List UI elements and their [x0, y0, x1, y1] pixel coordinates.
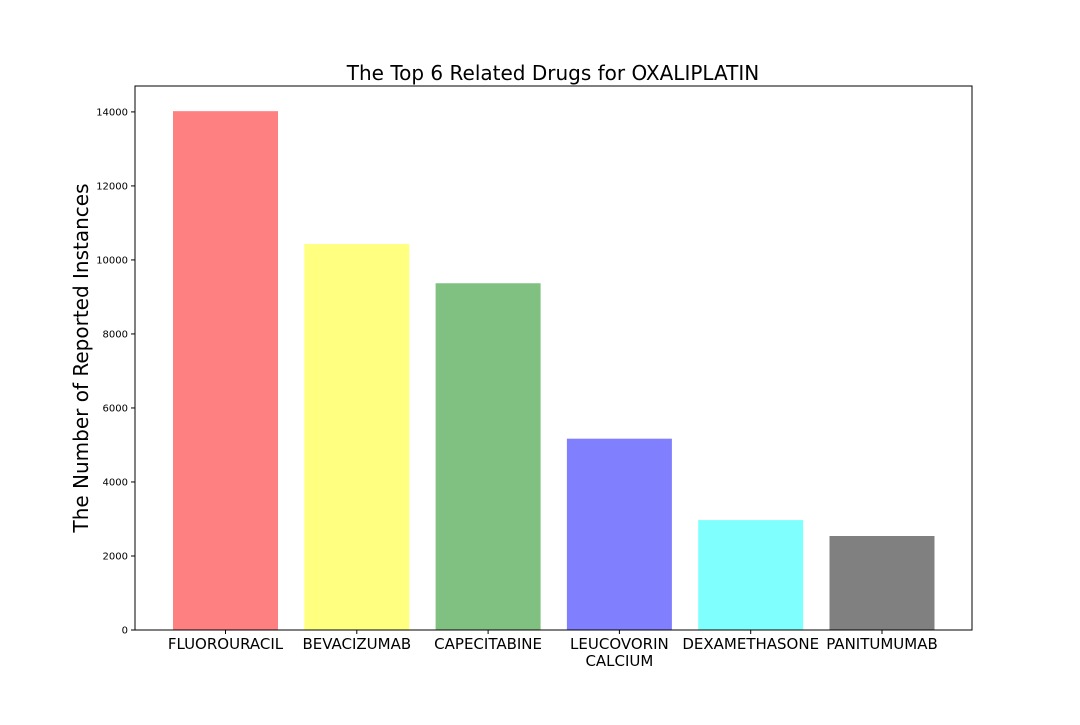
y-tick-label: 0 [122, 626, 128, 637]
bars-layer [173, 111, 935, 631]
x-tick-label: CAPECITABINE [434, 635, 542, 653]
x-tick-label: PANITUMUMAB [826, 635, 938, 653]
y-ticks-layer: 0 2000 4000 6000 8000 10000 12000 14000 [96, 107, 135, 637]
y-tick-label: 2000 [103, 551, 128, 562]
x-tick-label: LEUCOVORIN CALCIUM [570, 635, 669, 670]
plot-frame [134, 85, 973, 631]
x-tick-label: BEVACIZUMAB [302, 635, 411, 653]
bar-fluorouracil [173, 111, 278, 631]
bar-dexamethasone [698, 520, 804, 630]
y-tick-label: 8000 [103, 329, 128, 340]
bar-capecitabine [435, 283, 541, 630]
y-tick-label: 14000 [96, 107, 128, 118]
x-tick-label: FLUOROURACIL [168, 635, 284, 653]
y-axis-label: The Number of Reported Instances [69, 183, 93, 533]
y-tick-label: 12000 [96, 181, 128, 192]
bar-leucovorin-calcium [566, 438, 672, 630]
bar-panitumumab [829, 536, 935, 630]
y-tick-label: 6000 [103, 403, 128, 414]
chart-title: The Top 6 Related Drugs for OXALIPLATIN [346, 61, 759, 85]
bar-bevacizumab [304, 244, 410, 630]
y-tick-label: 10000 [96, 255, 128, 266]
x-ticks-layer: FLUOROURACIL BEVACIZUMAB CAPECITABINE LEUCO… [168, 630, 938, 670]
y-tick-label: 4000 [103, 477, 128, 488]
x-tick-label: DEXAMETHASONE [682, 635, 819, 653]
